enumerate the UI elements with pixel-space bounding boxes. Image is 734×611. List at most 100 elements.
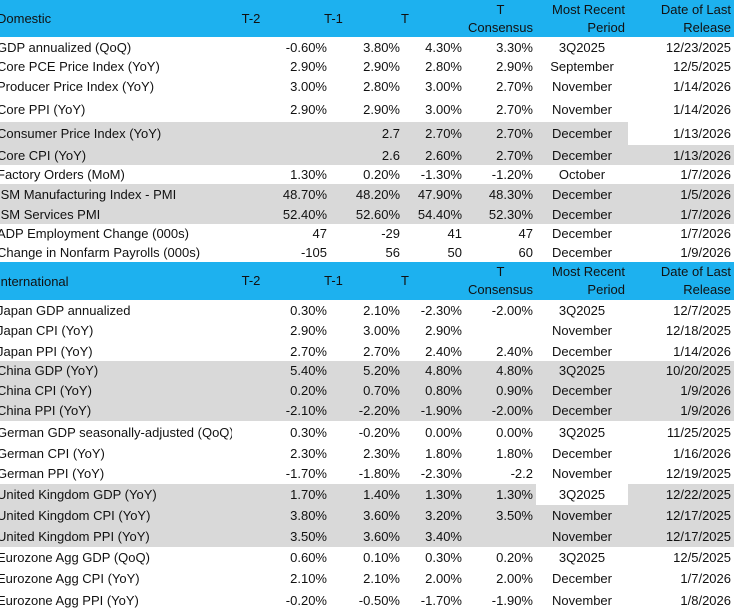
row-label: United Kingdom CPI (YoY) — [0, 505, 232, 526]
data-cell: 1/14/2026 — [673, 343, 731, 359]
data-cell: November — [536, 505, 628, 526]
column-header: Most Recent Period — [536, 0, 628, 37]
data-cell: 1.30% — [465, 484, 536, 505]
data-cell: 3Q2025 — [558, 550, 606, 565]
row-label: Japan GDP annualized — [0, 302, 131, 318]
column-header: T-2 — [202, 262, 300, 300]
data-cell: 3.00% — [290, 79, 327, 94]
data-cell: 1/5/2026 — [628, 184, 734, 204]
data-cell: November — [552, 323, 612, 338]
row-label: Japan PPI (YoY) — [0, 343, 93, 359]
column-header-line: T-1 — [324, 10, 343, 26]
data-cell: 0.20% — [496, 550, 533, 565]
data-cell: -2.30% — [420, 466, 462, 481]
data-cell: December — [552, 343, 612, 359]
data-cell: 47.90% — [403, 184, 465, 204]
column-header-line: Period — [587, 19, 625, 35]
data-cell: -2.20% — [330, 400, 403, 421]
column-header-line: T-2 — [241, 273, 261, 288]
column-header: T — [374, 262, 436, 300]
data-cell: 1.70% — [232, 484, 330, 505]
data-cell: 0.30% — [290, 424, 327, 440]
row-label: Core PPI (YoY) — [0, 102, 86, 117]
data-cell: 12/18/2025 — [665, 323, 731, 338]
data-cell: 0.00% — [496, 424, 533, 440]
data-cell: -2.00% — [465, 400, 536, 421]
data-cell: -2.10% — [232, 400, 330, 421]
row-label: China CPI (YoY) — [0, 380, 232, 400]
data-cell: 2.6 — [330, 145, 403, 165]
data-cell: 1/16/2026 — [673, 445, 731, 461]
data-cell: 47 — [518, 226, 533, 241]
data-cell: 1/9/2026 — [680, 245, 731, 260]
column-header: T Consensus — [465, 262, 536, 300]
data-cell: 2.70% — [403, 122, 465, 145]
column-header-line: Date of Last — [660, 264, 731, 279]
data-cell — [232, 122, 330, 145]
data-cell: 2.10% — [290, 571, 327, 586]
data-cell — [465, 526, 536, 547]
column-header: T-1 — [297, 0, 370, 37]
row-label: Change in Nonfarm Payrolls (000s) — [0, 245, 201, 260]
data-cell: 48.20% — [330, 184, 403, 204]
column-header: Date of Last Release — [628, 262, 734, 300]
data-cell: 12/22/2025 — [628, 484, 734, 505]
data-cell: 0.00% — [425, 424, 462, 440]
data-cell: -0.20% — [358, 424, 400, 440]
column-header-line: Release — [683, 282, 731, 297]
data-cell: December — [536, 184, 628, 204]
data-cell: 52.40% — [232, 204, 330, 224]
data-cell: 1.30% — [403, 484, 465, 505]
column-header-line: Most Recent — [552, 1, 625, 17]
data-cell: 56 — [385, 245, 400, 260]
data-cell: December — [552, 571, 612, 586]
data-cell: November — [552, 592, 612, 608]
column-header-line: Release — [683, 19, 731, 35]
data-cell: 2.90% — [290, 59, 327, 74]
data-cell: 12/19/2025 — [665, 466, 731, 481]
column-header-line: Date of Last — [660, 1, 731, 17]
data-cell: 4.30% — [425, 39, 462, 55]
data-cell: 3Q2025 — [558, 424, 606, 440]
data-cell: 2.90% — [290, 323, 327, 338]
data-cell: -1.70% — [285, 466, 327, 481]
data-cell: 10/20/2025 — [628, 361, 734, 380]
data-cell: 3.40% — [403, 526, 465, 547]
data-cell: -1.80% — [358, 466, 400, 481]
data-cell: -1.90% — [403, 400, 465, 421]
data-cell: 0.30% — [290, 302, 327, 318]
data-cell: 1/14/2026 — [673, 79, 731, 94]
data-cell: 5.20% — [330, 361, 403, 380]
data-cell: 1.80% — [425, 445, 462, 461]
row-label: United Kingdom PPI (YoY) — [0, 526, 232, 547]
data-cell: 3.00% — [425, 102, 462, 117]
data-cell: 2.10% — [363, 571, 400, 586]
row-label: United Kingdom GDP (YoY) — [0, 484, 232, 505]
data-cell: 4.80% — [403, 361, 465, 380]
data-cell: 1/8/2026 — [680, 592, 731, 608]
row-label: ADP Employment Change (000s) — [0, 226, 189, 241]
data-cell: 0.60% — [290, 550, 327, 565]
column-header-line: T-2 — [241, 10, 261, 26]
data-cell: 1/9/2026 — [628, 380, 734, 400]
data-cell: 1/7/2026 — [680, 571, 731, 586]
data-cell: December — [536, 204, 628, 224]
data-cell: November — [552, 102, 612, 117]
data-cell: 12/17/2025 — [628, 526, 734, 547]
row-label: Core PCE Price Index (YoY) — [0, 59, 160, 74]
data-cell: 2.60% — [403, 145, 465, 165]
data-cell: 48.70% — [232, 184, 330, 204]
data-cell: September — [550, 59, 614, 74]
row-label: Consumer Price Index (YoY) — [0, 122, 232, 145]
data-cell: 12/7/2025 — [673, 302, 731, 318]
data-cell: 47 — [312, 226, 327, 241]
data-cell: -2.30% — [420, 302, 462, 318]
data-cell: 52.30% — [465, 204, 536, 224]
data-cell: 2.00% — [425, 571, 462, 586]
data-cell: 0.80% — [403, 380, 465, 400]
data-cell: 1/7/2026 — [680, 167, 731, 182]
column-header: T-2 — [202, 0, 300, 37]
column-header: T — [374, 0, 436, 37]
data-cell: 3.50% — [465, 505, 536, 526]
column-header: Date of Last Release — [628, 0, 734, 37]
